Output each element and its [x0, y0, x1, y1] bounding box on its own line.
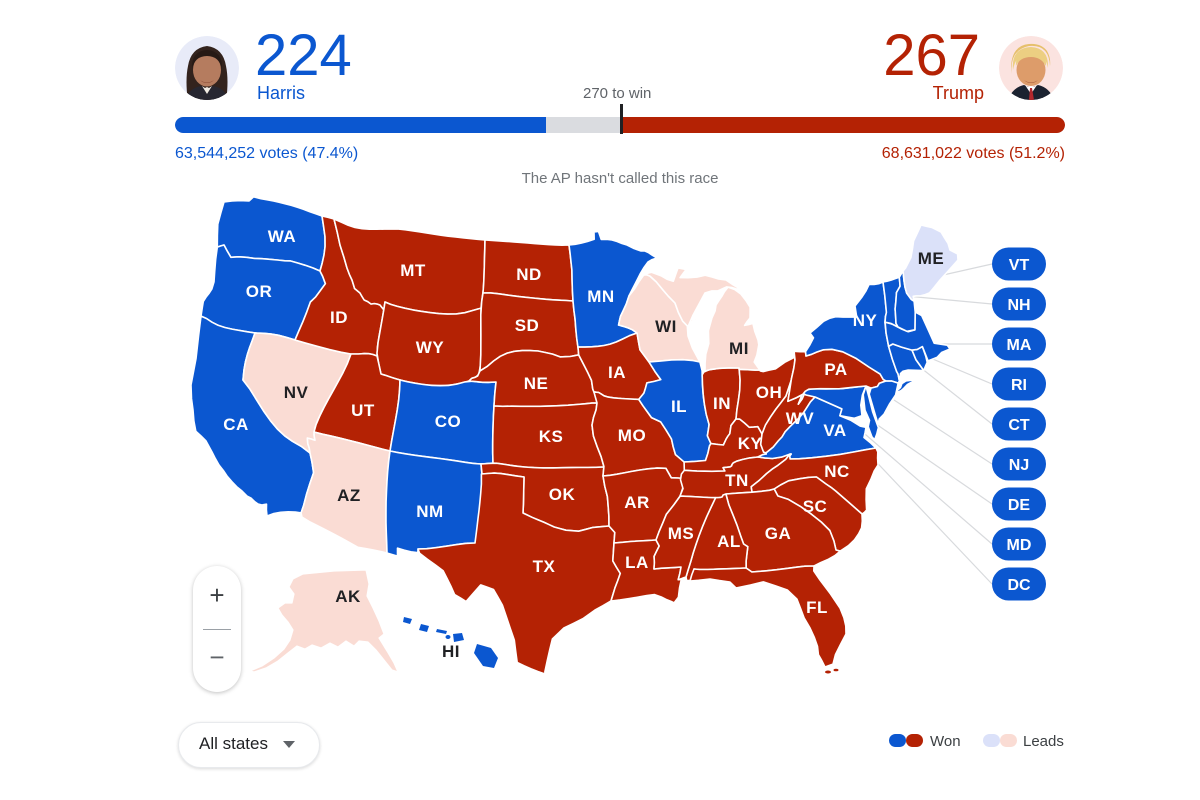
svg-text:UT: UT [351, 401, 375, 420]
svg-text:MO: MO [618, 426, 646, 445]
svg-text:NE: NE [524, 374, 549, 393]
svg-text:VT: VT [1009, 257, 1030, 274]
svg-text:CT: CT [1008, 417, 1030, 434]
svg-text:ID: ID [330, 308, 348, 327]
svg-text:WA: WA [268, 227, 296, 246]
svg-text:Leads: Leads [1023, 733, 1064, 750]
svg-text:MT: MT [400, 261, 426, 280]
svg-text:NJ: NJ [1009, 457, 1029, 474]
svg-text:NV: NV [284, 383, 309, 402]
svg-text:ND: ND [516, 265, 542, 284]
svg-text:RI: RI [1011, 377, 1027, 394]
svg-text:NC: NC [824, 462, 850, 481]
svg-text:AR: AR [624, 493, 650, 512]
svg-text:OH: OH [756, 383, 783, 402]
svg-text:MI: MI [729, 339, 749, 358]
svg-text:IL: IL [671, 397, 687, 416]
svg-text:DC: DC [1007, 577, 1031, 594]
svg-text:MD: MD [1007, 537, 1032, 554]
svg-text:MS: MS [668, 524, 695, 543]
svg-text:HI: HI [442, 642, 460, 661]
svg-text:SD: SD [515, 316, 540, 335]
svg-text:OK: OK [549, 485, 576, 504]
svg-text:IN: IN [713, 394, 731, 413]
svg-text:Won: Won [930, 733, 961, 750]
svg-text:FL: FL [806, 598, 828, 617]
svg-text:WV: WV [786, 409, 815, 428]
svg-text:WI: WI [655, 317, 677, 336]
svg-text:PA: PA [824, 360, 847, 379]
svg-text:AL: AL [717, 532, 741, 551]
svg-text:AZ: AZ [337, 486, 361, 505]
svg-text:KS: KS [539, 427, 564, 446]
svg-text:MA: MA [1007, 337, 1032, 354]
svg-text:NH: NH [1007, 297, 1030, 314]
svg-text:LA: LA [625, 553, 649, 572]
svg-text:NY: NY [853, 311, 878, 330]
svg-text:ME: ME [918, 249, 945, 268]
svg-text:CO: CO [435, 412, 462, 431]
svg-text:AK: AK [335, 587, 361, 606]
svg-text:SC: SC [803, 497, 828, 516]
svg-text:IA: IA [608, 363, 626, 382]
svg-text:MN: MN [587, 287, 614, 306]
svg-text:NM: NM [416, 502, 443, 521]
svg-text:CA: CA [223, 415, 249, 434]
svg-text:KY: KY [738, 434, 763, 453]
svg-text:DE: DE [1008, 497, 1031, 514]
svg-text:GA: GA [765, 524, 792, 543]
svg-text:WY: WY [416, 338, 445, 357]
svg-text:OR: OR [246, 282, 273, 301]
svg-text:TX: TX [533, 557, 556, 576]
svg-text:VA: VA [823, 421, 846, 440]
svg-text:TN: TN [725, 471, 749, 490]
